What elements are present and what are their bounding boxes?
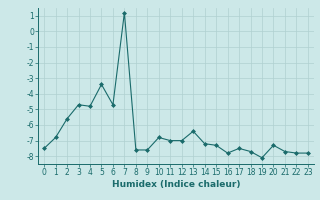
X-axis label: Humidex (Indice chaleur): Humidex (Indice chaleur) [112,180,240,189]
